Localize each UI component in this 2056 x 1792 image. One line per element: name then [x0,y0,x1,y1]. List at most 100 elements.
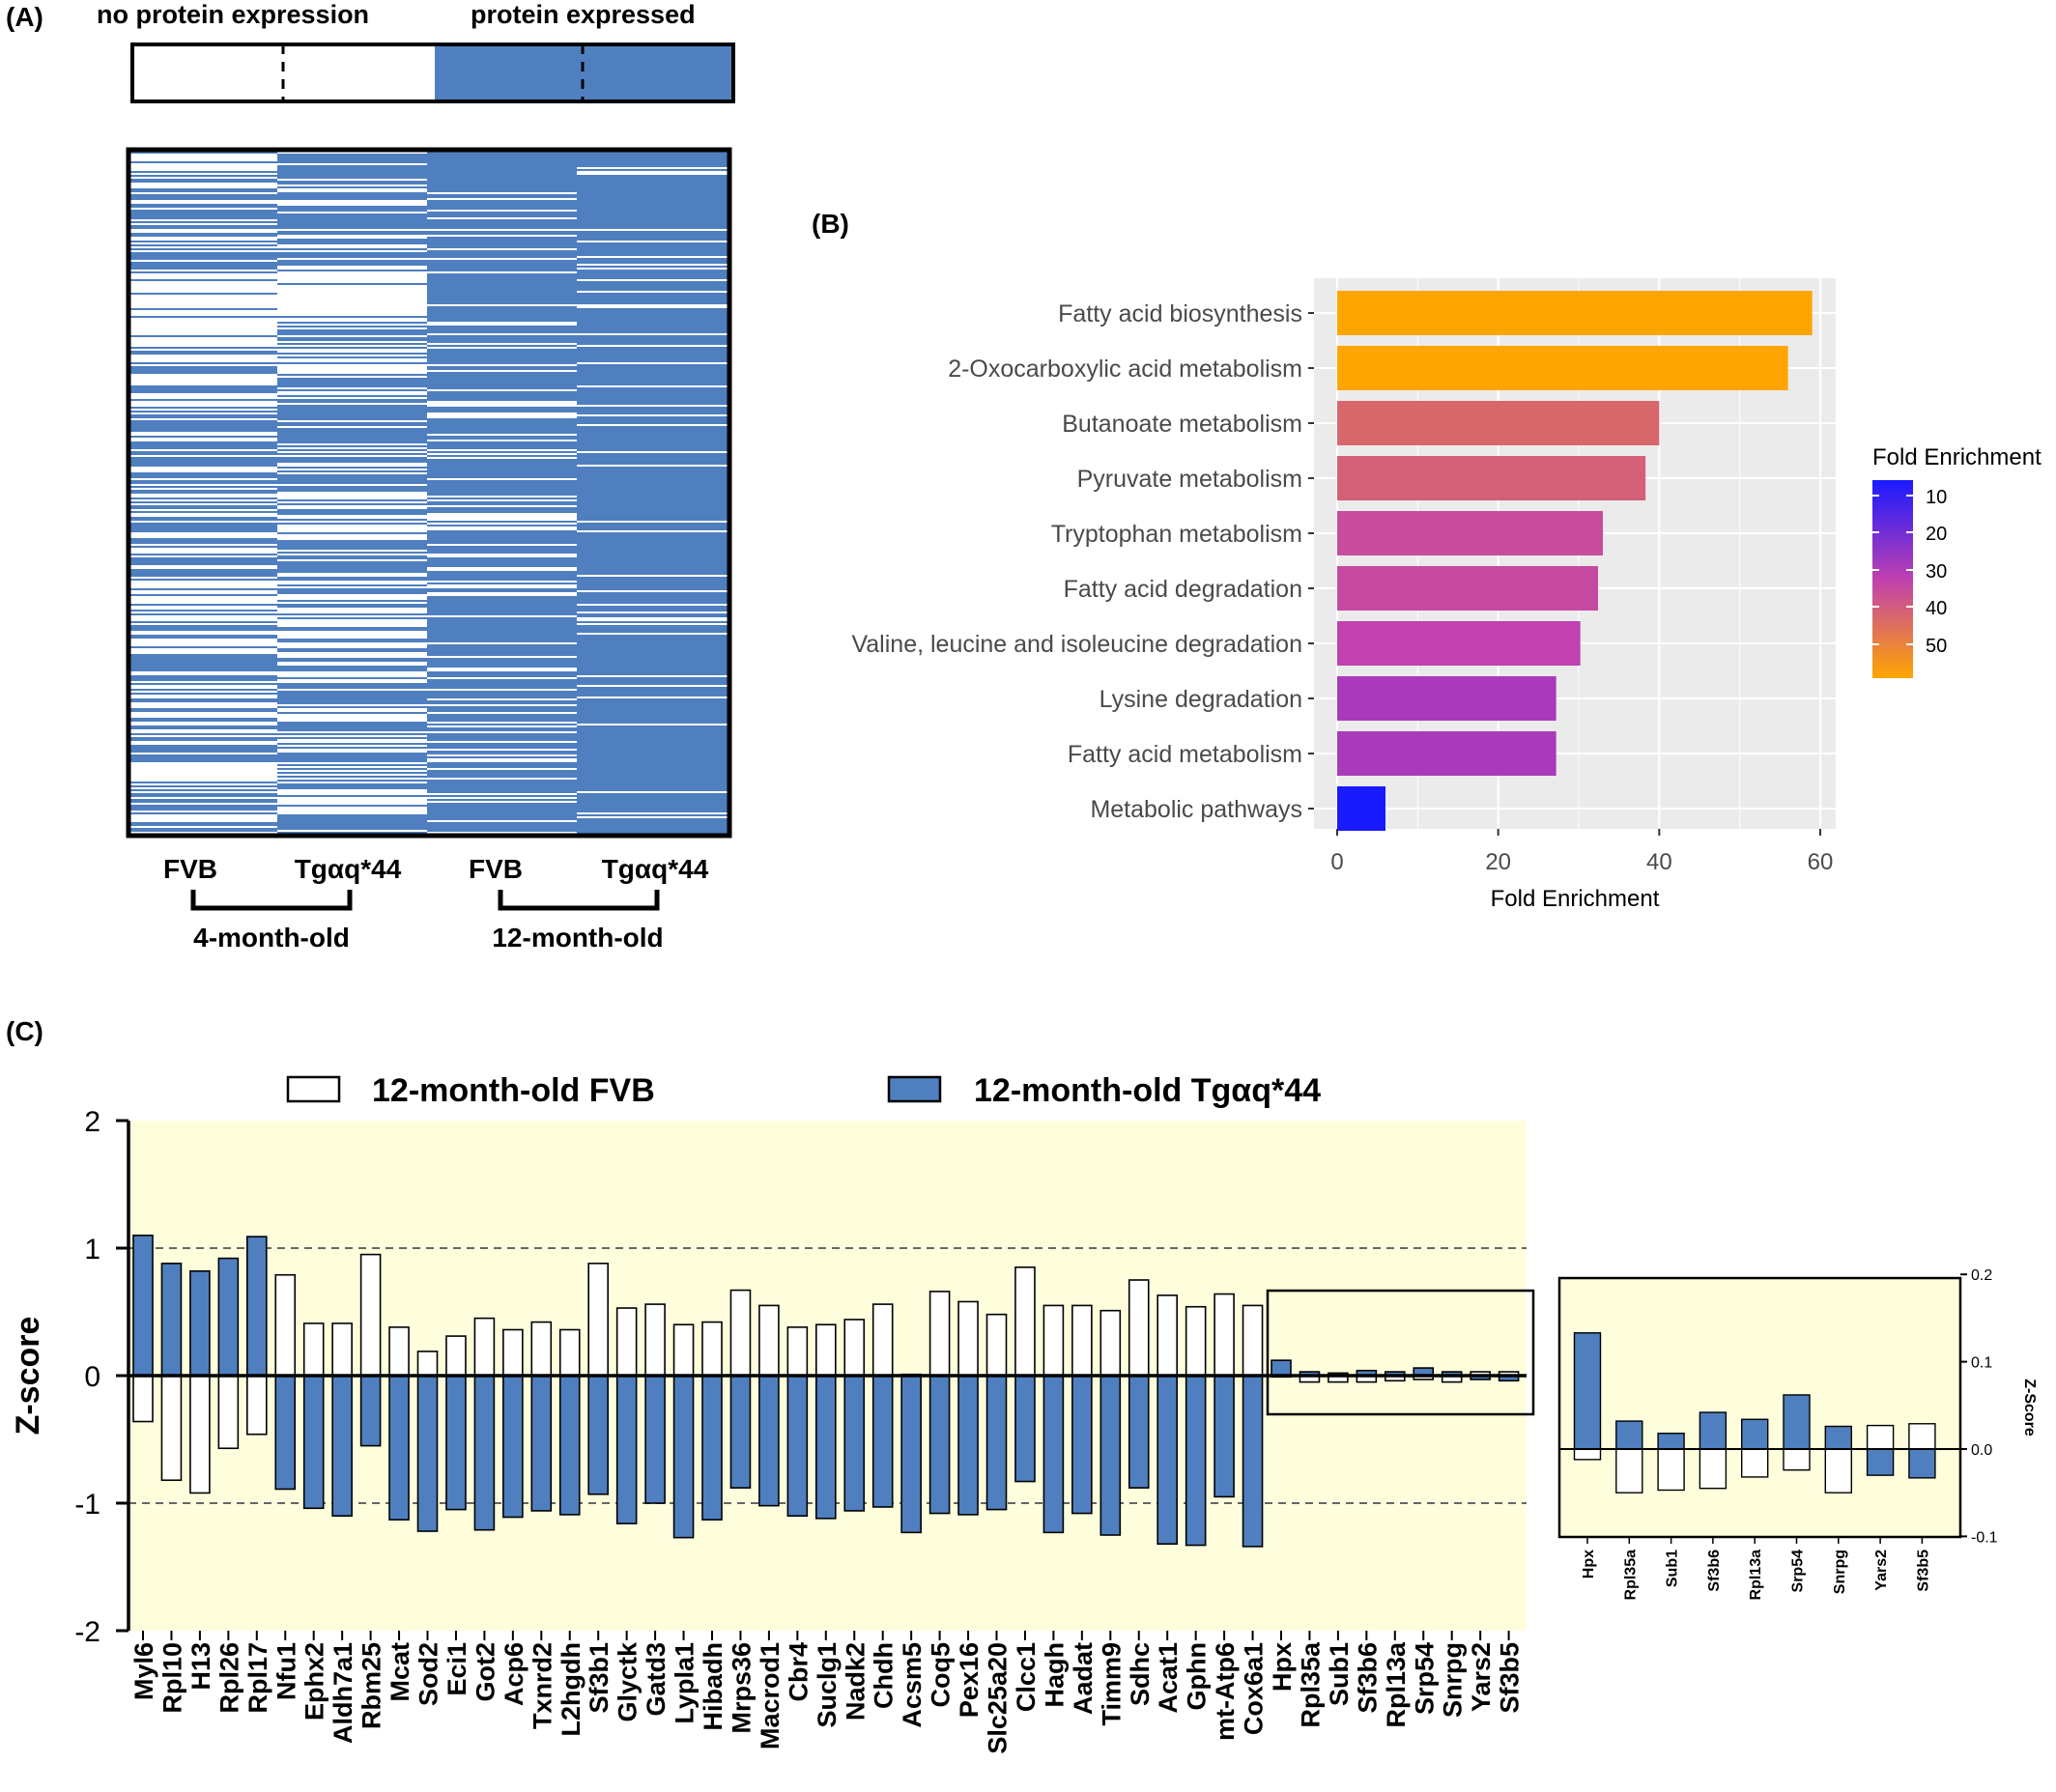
gene-label: Glyctk [614,1641,642,1722]
y-axis-label: Z-score [10,1317,46,1436]
column-label-tg-4mo: Tgαq*44 [295,854,402,884]
x-tick-label: 40 [1646,849,1672,875]
gene-label: Rpl17 [243,1642,272,1714]
fvb-bar [558,1328,581,1377]
enrichment-bar [1337,401,1660,445]
bracket-4-month [190,890,353,911]
x-tick-label: 60 [1808,849,1834,875]
pathway-label: Pyruvate metabolism [1077,466,1302,493]
series-legend: 12-month-old FVB 12-month-old Tgαq*44 [286,1072,1321,1109]
y-tick-label: -1 [74,1489,100,1521]
pathway-label: Fatty acid metabolism [1068,741,1302,768]
inset-gene-label: Sub1 [1665,1550,1681,1587]
heatmap-column-1 [128,150,277,836]
gene-label: Sf3b5 [1496,1642,1525,1714]
gene-label: Pex16 [955,1642,984,1718]
tg-bar [160,1263,183,1377]
gene-label: Nadk2 [841,1642,870,1721]
tg-bar [985,1375,1008,1511]
enrichment-bar [1337,676,1556,721]
zoom-region-box [1266,1289,1535,1416]
gene-label: Hagh [1040,1642,1069,1708]
gene-label: Gphn [1183,1642,1212,1710]
fvb-bar [473,1317,496,1377]
inset-fvb-bar [1657,1448,1685,1492]
fvb-bar [843,1319,866,1377]
legend-ticks: 10 20 30 40 50 [1872,487,1947,657]
legend-colorbar [1872,480,1913,678]
pathway-label: Butanoate metabolism [1062,411,1302,438]
heatmap-rows [577,150,729,836]
panel-b: (B) Fatty acid biosynthesis 2-Oxocarboxyl… [812,209,2042,912]
tg-bar [1042,1375,1065,1534]
fvb-bar [331,1323,353,1377]
gene-label: Sf3b6 [1353,1642,1382,1714]
tg-bar [416,1375,439,1532]
fvb-bar [445,1335,467,1377]
group-label-4-month: 4-month-old [193,923,350,953]
tg-bar [900,1375,922,1534]
tg-bar [1071,1375,1093,1515]
inset-background [1557,1276,1962,1539]
heatmap-rows [277,154,427,834]
legend-swatch-tg [887,1075,942,1103]
gene-label: Gatd3 [642,1642,671,1717]
enrichment-bar [1337,786,1385,831]
legend-tick-label: 30 [1926,561,1947,583]
pathway-label: Tryptophan metabolism [1051,521,1302,548]
inset-tg-bar [1908,1448,1936,1479]
gene-label: Got2 [471,1642,500,1702]
fvb-bar [502,1328,524,1377]
fvb-bar [1128,1279,1150,1377]
inset-gene-label: Rpl13a [1748,1550,1764,1601]
tg-bar [957,1375,979,1516]
gene-label: Yars2 [1467,1642,1496,1712]
inset-tg-bar [1740,1418,1769,1450]
tg-bar [843,1375,866,1512]
fvb-bar [644,1303,666,1377]
panel-b-label: (B) [812,209,849,239]
fvb-bar [132,1375,154,1423]
gene-label: Rpl10 [157,1642,186,1714]
legend-frame [130,43,735,103]
inset-tg-bar [1783,1394,1811,1450]
fvb-bar [814,1323,837,1377]
legend-label-expressed: protein expressed [471,0,696,29]
inset-fvb-bar [1824,1448,1853,1493]
inset-y-axis-label: Z-Score [2021,1379,2038,1436]
tg-bar [217,1257,240,1377]
fvb-bar [530,1321,553,1377]
gene-label: Rpl26 [214,1642,243,1714]
gene-label: Suclg1 [813,1642,842,1728]
gene-label: Sub1 [1325,1642,1354,1706]
tg-bar [1214,1375,1235,1498]
inset-gene-label: Sf3b6 [1706,1550,1723,1592]
tg-bar [189,1269,211,1377]
tg-bar [1242,1375,1264,1548]
tg-bar [246,1236,268,1377]
legend-label-tg: 12-month-old Tgαq*44 [974,1072,1321,1109]
gene-label: L2hgdh [557,1642,585,1736]
fvb-bar [416,1351,439,1377]
gene-label: Slc25a20 [984,1642,1013,1754]
y-tick-label: 2 [84,1106,100,1138]
inset-gene-labels: Hpx Rpl35a Sub1 Sf3b6 Rpl13a Srp54 Snrpg Yars2 S… [1581,1537,1931,1600]
heatmap-column-2 [277,150,427,836]
panel-c-label: (C) [6,1016,43,1046]
inset-tg-bar [1615,1420,1643,1450]
heatmap-columns [128,150,729,836]
tg-bar [359,1375,382,1447]
inset-gene-label: Rpl35a [1622,1550,1639,1601]
heatmap-column-4 [577,150,729,836]
gene-label: Eci1 [443,1642,471,1696]
fvb-bar [189,1375,211,1494]
enrichment-bar [1337,346,1788,390]
color-legend: Fold Enrichment 10 20 30 40 50 [1872,444,2042,678]
y-tick-label: -2 [74,1616,100,1648]
legend-label-fvb: 12-month-old FVB [372,1072,655,1109]
x-tick-label: 0 [1330,849,1343,875]
inset-fvb-bar [1740,1448,1769,1478]
fvb-bar [1214,1293,1235,1377]
gene-label: Txnrd2 [528,1642,557,1729]
